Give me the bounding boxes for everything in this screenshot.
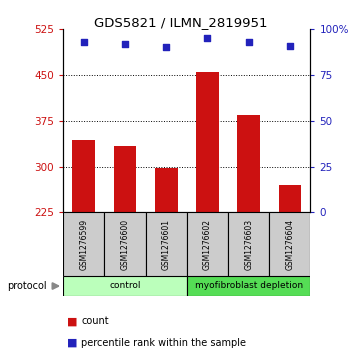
Point xyxy=(205,35,210,41)
Point xyxy=(287,42,293,48)
Text: ■: ■ xyxy=(67,316,77,326)
Bar xyxy=(187,212,228,276)
Text: count: count xyxy=(81,316,109,326)
Bar xyxy=(114,146,136,212)
Bar xyxy=(155,168,178,212)
Bar xyxy=(73,140,95,212)
Text: protocol: protocol xyxy=(7,281,47,291)
Bar xyxy=(63,276,187,296)
Bar xyxy=(196,72,219,212)
Bar xyxy=(63,212,104,276)
Text: GSM1276602: GSM1276602 xyxy=(203,219,212,270)
Bar xyxy=(237,115,260,212)
Text: ■: ■ xyxy=(67,338,77,348)
Point xyxy=(81,39,87,45)
Bar xyxy=(269,212,310,276)
Bar xyxy=(145,212,187,276)
Point xyxy=(246,39,252,45)
Text: GSM1276601: GSM1276601 xyxy=(162,219,171,270)
Text: GSM1276600: GSM1276600 xyxy=(121,219,130,270)
Text: myofibroblast depletion: myofibroblast depletion xyxy=(195,281,303,290)
Text: GDS5821 / ILMN_2819951: GDS5821 / ILMN_2819951 xyxy=(94,16,267,29)
Bar xyxy=(228,212,269,276)
Bar xyxy=(187,276,310,296)
Text: control: control xyxy=(109,281,141,290)
Point xyxy=(122,41,128,46)
Text: GSM1276604: GSM1276604 xyxy=(285,219,294,270)
Bar xyxy=(104,212,145,276)
Text: percentile rank within the sample: percentile rank within the sample xyxy=(81,338,246,348)
Text: GSM1276599: GSM1276599 xyxy=(79,219,88,270)
Text: GSM1276603: GSM1276603 xyxy=(244,219,253,270)
Bar xyxy=(279,185,301,212)
Point xyxy=(163,45,169,50)
